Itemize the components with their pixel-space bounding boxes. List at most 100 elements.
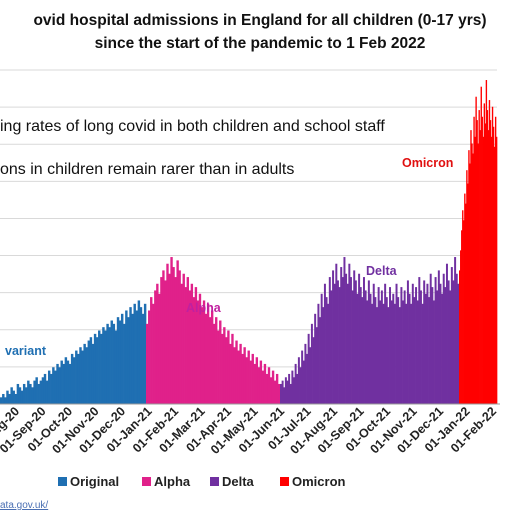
bar-alpha <box>190 283 194 404</box>
bar-original <box>12 390 15 404</box>
era-label-alpha: Alpha <box>186 301 221 315</box>
bar-delta <box>406 280 409 404</box>
bar-original <box>118 320 122 404</box>
bar-original <box>41 377 45 404</box>
bar-original <box>123 323 126 404</box>
bar-original <box>98 330 101 404</box>
bar-omicron <box>471 143 473 405</box>
bar-original <box>33 380 36 404</box>
bar-alpha <box>217 330 220 404</box>
bar-delta <box>449 290 452 404</box>
bar-original <box>114 330 118 404</box>
bar-delta <box>330 290 333 404</box>
bar-alpha <box>243 347 246 404</box>
bar-original <box>62 363 66 404</box>
bar-delta <box>411 283 414 404</box>
bar-delta <box>376 307 378 404</box>
bar-alpha <box>271 370 275 404</box>
bar-delta <box>393 303 396 404</box>
bar-alpha <box>148 310 151 404</box>
bar-delta <box>398 307 401 404</box>
bar-delta <box>304 343 307 404</box>
bar-alpha <box>154 290 157 404</box>
bar-delta <box>297 357 300 404</box>
bar-original <box>131 313 134 404</box>
bar-delta <box>380 290 383 404</box>
bar-delta <box>426 283 429 404</box>
bar-delta <box>341 277 344 404</box>
legend-label-original: Original <box>70 474 119 489</box>
bar-delta <box>374 297 377 404</box>
bar-alpha <box>273 380 277 404</box>
bar-original <box>110 320 113 404</box>
bar-alpha <box>202 300 206 404</box>
bar-omicron <box>483 103 486 405</box>
bar-omicron <box>488 100 491 404</box>
bar-delta <box>315 327 318 404</box>
bar-alpha <box>160 277 163 404</box>
bar-delta <box>294 363 297 404</box>
bar-alpha <box>213 323 216 404</box>
bar-original <box>0 397 3 404</box>
source-link[interactable]: ata.gov.uk/ <box>0 500 49 511</box>
bar-original <box>56 363 59 404</box>
bar-original <box>45 380 49 404</box>
bar-delta <box>413 297 416 404</box>
bar-alpha <box>241 353 244 404</box>
bar-alpha <box>249 360 252 404</box>
bar-omicron <box>472 153 474 404</box>
bar-alpha <box>206 303 210 404</box>
bar-omicron <box>484 123 487 404</box>
era-label-delta: Delta <box>366 264 397 278</box>
bar-original <box>68 363 72 404</box>
bar-delta <box>424 293 427 404</box>
bar-delta <box>416 300 419 404</box>
bar-omicron <box>493 146 496 404</box>
bar-original <box>75 350 78 404</box>
bar-alpha <box>239 343 242 404</box>
legend-label-alpha: Alpha <box>154 474 191 489</box>
bar-delta <box>286 380 289 404</box>
bar-delta <box>291 370 294 404</box>
bar-original <box>135 310 139 404</box>
bar-alpha <box>233 347 236 404</box>
bar-delta <box>333 283 336 404</box>
bar-original <box>6 390 9 404</box>
bar-original <box>2 393 5 404</box>
legend: Original Alpha Delta Omicron <box>58 474 346 489</box>
bar-delta <box>402 300 405 404</box>
bar-delta <box>340 267 343 404</box>
bar-delta <box>307 333 310 404</box>
bar-delta <box>450 267 453 404</box>
bar-alpha <box>257 367 261 404</box>
bar-original <box>37 383 40 404</box>
bar-omicron <box>486 110 489 404</box>
bar-alpha <box>219 320 222 404</box>
bar-delta <box>428 297 431 404</box>
bar-omicron <box>463 220 465 404</box>
bar-original <box>93 333 97 404</box>
bar-alpha <box>156 283 159 404</box>
bar-alpha <box>188 290 192 404</box>
bar-delta <box>283 387 286 404</box>
bar-alpha <box>247 350 250 404</box>
bar-original <box>85 347 88 404</box>
legend-swatch-original <box>58 477 67 486</box>
bar-original <box>89 337 93 404</box>
bar-delta <box>356 293 359 404</box>
bar-delta <box>423 280 426 404</box>
bar-delta <box>436 290 439 404</box>
bar-delta <box>372 283 375 404</box>
bar-delta <box>325 297 328 404</box>
bar-delta <box>445 263 448 404</box>
annotation-admissions: ons in children remain rarer than in adu… <box>0 161 295 178</box>
bar-original <box>112 323 116 404</box>
bar-delta <box>371 303 374 404</box>
bar-omicron <box>469 163 471 404</box>
bar-delta <box>280 383 282 404</box>
bar-delta <box>353 270 356 404</box>
bar-omicron <box>460 250 462 404</box>
bar-delta <box>441 293 444 404</box>
bar-delta <box>310 323 313 404</box>
